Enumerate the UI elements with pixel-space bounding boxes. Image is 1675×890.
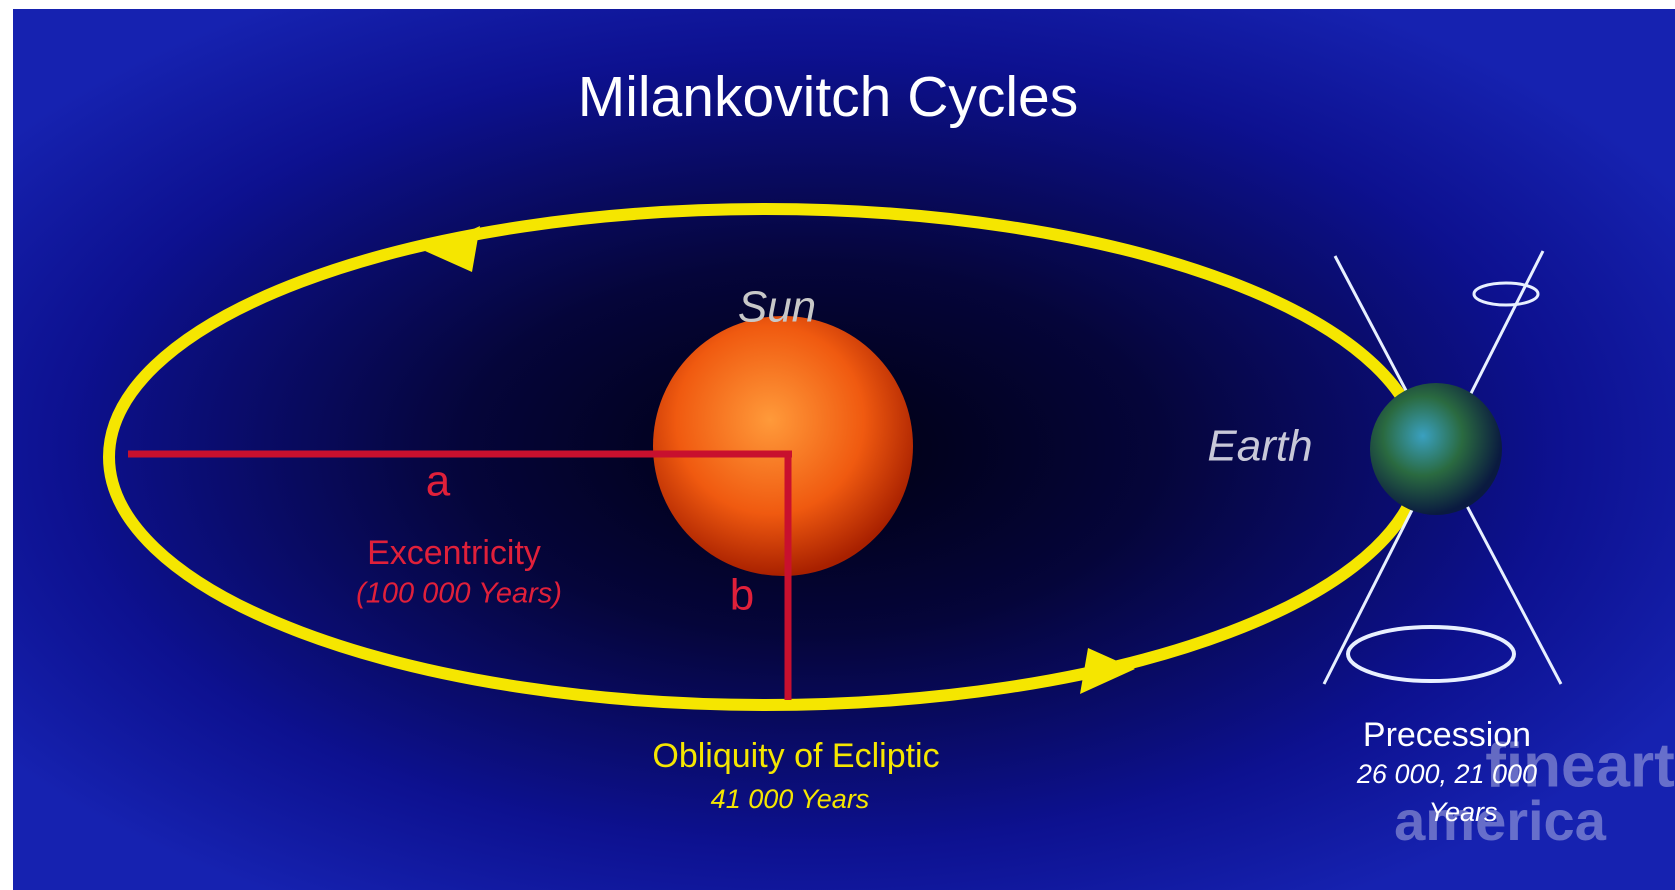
excentricity-label: Excentricity [367,534,541,572]
precession-label: Precession [1363,716,1531,754]
precession-period: 26 000, 21 000 [1356,759,1537,789]
excentricity-period: (100 000 Years) [356,578,562,610]
obliquity-period: 41 000 Years [711,784,870,814]
page: Milankovitch Cycles Sun a b Excentricity… [0,0,1675,890]
sun-label: Sun [738,283,816,332]
b-label: b [730,571,754,620]
precession-unit: Years [1428,797,1497,827]
earth-label: Earth [1207,422,1312,471]
earth [1370,383,1502,515]
sun [653,316,913,576]
obliquity-label: Obliquity of Ecliptic [652,737,939,775]
a-label: a [426,457,451,506]
watermark: america [1394,789,1607,852]
diagram: Milankovitch Cycles Sun a b Excentricity… [0,0,1675,890]
title: Milankovitch Cycles [578,65,1078,129]
